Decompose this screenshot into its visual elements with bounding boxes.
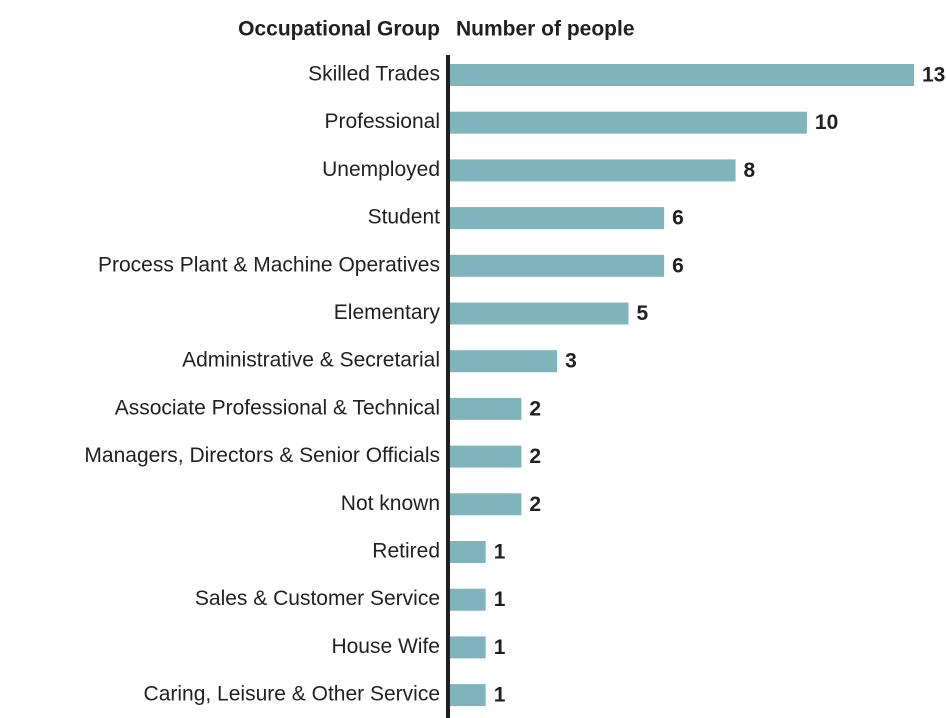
bar [450, 64, 914, 86]
category-label: Process Plant & Machine Operatives [98, 253, 440, 276]
category-label: Skilled Trades [308, 63, 440, 86]
bar [450, 159, 736, 182]
bar [450, 588, 486, 611]
value-label: 1 [494, 684, 506, 707]
value-label: 5 [636, 302, 648, 325]
value-label: 10 [815, 111, 838, 134]
value-label: 6 [672, 207, 684, 230]
bar [450, 445, 522, 468]
bar [450, 493, 522, 516]
bar [450, 207, 665, 230]
category-label: Not known [341, 492, 440, 515]
category-label: House Wife [331, 635, 440, 658]
value-label: 2 [529, 397, 541, 420]
bar [450, 111, 807, 134]
category-header: Occupational Group [238, 18, 440, 41]
category-label: Caring, Leisure & Other Service [144, 683, 440, 706]
bar [450, 350, 558, 373]
value-header: Number of people [456, 18, 635, 41]
category-label: Professional [324, 110, 440, 133]
value-label: 2 [529, 445, 541, 468]
category-label: Elementary [334, 301, 441, 324]
category-label: Unemployed [322, 158, 440, 181]
category-label: Student [368, 206, 441, 229]
value-label: 1 [494, 541, 506, 564]
bar [450, 397, 522, 420]
bar [450, 636, 486, 659]
value-label: 2 [529, 493, 541, 516]
value-label: 8 [744, 159, 756, 182]
category-label: Managers, Directors & Senior Officials [84, 444, 440, 467]
value-label: 3 [565, 350, 577, 373]
bar [450, 541, 486, 563]
category-label: Retired [372, 540, 440, 563]
value-label: 13 [922, 64, 945, 87]
bar [450, 302, 629, 325]
category-label: Associate Professional & Technical [115, 396, 440, 419]
bar [450, 684, 486, 707]
value-label: 1 [494, 636, 506, 659]
category-label: Administrative & Secretarial [182, 349, 440, 372]
value-label: 6 [672, 254, 684, 277]
category-label: Sales & Customer Service [195, 587, 440, 610]
bar [450, 254, 665, 277]
value-label: 1 [494, 588, 506, 611]
